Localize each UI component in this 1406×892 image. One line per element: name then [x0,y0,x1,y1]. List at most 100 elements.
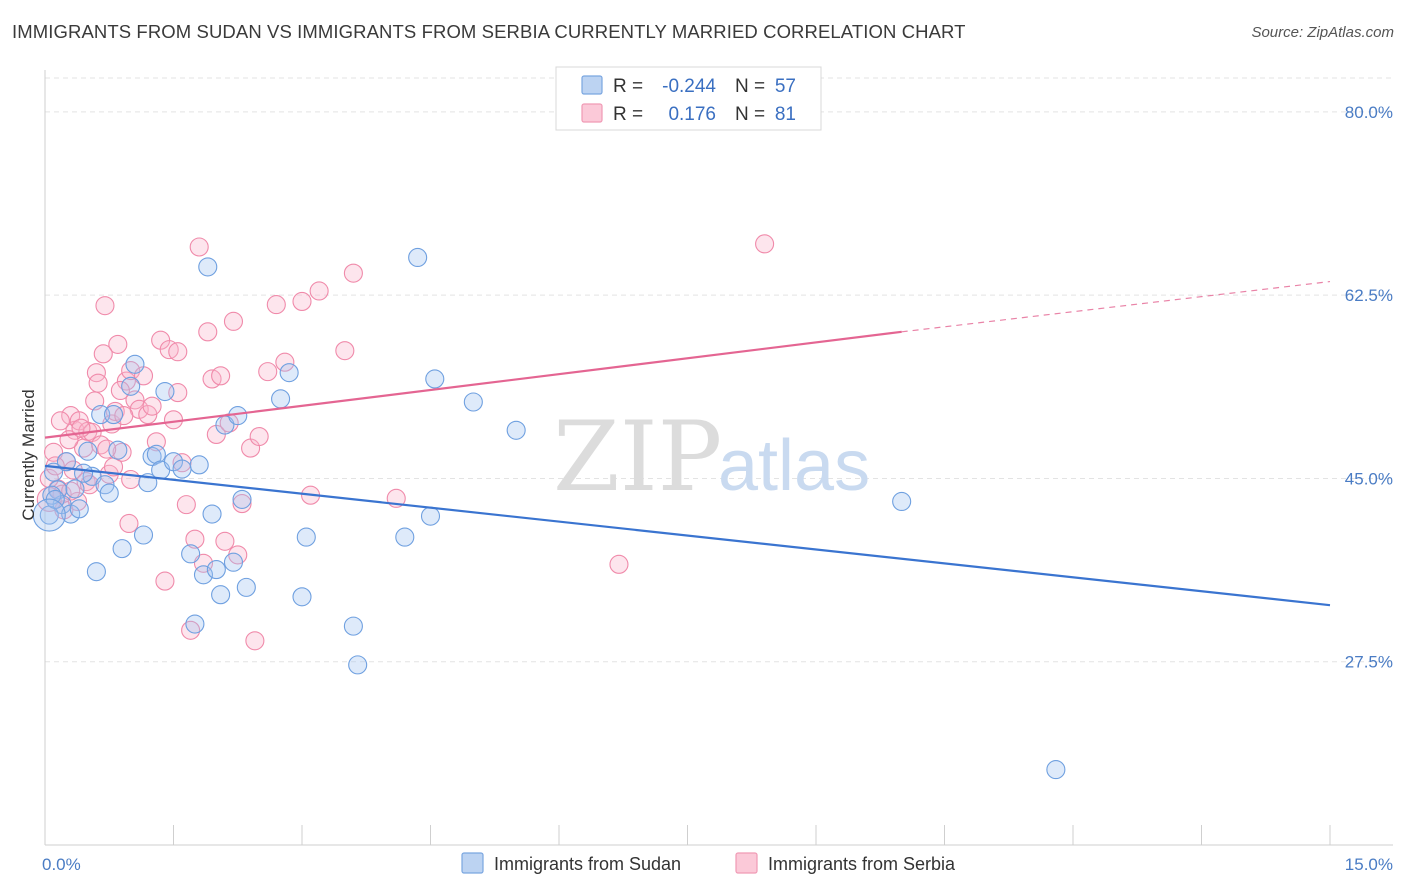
legend-swatch-serbia [581,103,603,123]
bottom-legend-swatch-sudan [461,852,484,874]
serbia-point [609,554,629,574]
legend-r-value-1: -0.244 [662,76,716,97]
serbia-point [292,291,312,312]
sudan-point [155,381,175,402]
serbia-point [189,237,209,257]
serbia-point [245,631,265,651]
serbia-point [223,311,244,331]
sudan-point [56,452,76,472]
serbia-point [309,281,329,301]
serbia-point [232,494,252,514]
sudan-point [112,539,132,559]
sudan-point [86,562,106,582]
sudan-point [198,257,218,277]
sudan-point [146,444,166,464]
sudan-point [232,489,252,509]
sudan-point [506,420,526,440]
sudan-point [408,247,428,268]
legend-r-label-1: R = [613,76,643,97]
x-tick-left: 0.0% [42,855,81,874]
serbia-point [88,373,108,393]
x-tick-right: 15.0% [1345,855,1393,874]
axes [44,70,1393,846]
serbia-point [755,234,775,254]
serbia-point [95,296,115,316]
serbia-point [258,362,278,382]
sudan-point [1046,760,1066,780]
sudan-point [181,544,201,564]
trend-lines [44,280,1331,607]
legend-n-label-1: N = [735,76,765,97]
serbia-point [168,342,188,362]
sudan-point [236,577,256,597]
legend-n-label-2: N = [735,104,765,125]
bottom-legend-swatch-serbia [735,852,758,874]
serbia-point [108,334,128,354]
sudan-point [125,354,145,374]
y-tick-label: 45.0% [1345,469,1393,488]
sudan-point [202,504,222,524]
serbia-point [119,513,139,534]
serbia-point [266,295,286,315]
serbia-point [142,396,162,416]
sudan-point-cluster [32,498,66,532]
serbia-point [343,263,363,283]
serbia-trend-line [44,330,902,439]
legend-swatch-sudan [581,75,603,95]
sudan-point [65,479,85,499]
watermark-atlas: atlas [718,426,870,506]
y-tick-label: 27.5% [1345,653,1393,672]
serbia-trend-line-extension [901,280,1331,333]
bottom-legend-label-sudan: Immigrants from Sudan [494,854,681,874]
sudan-point [395,527,415,547]
serbia-point [335,341,355,361]
sudan-point [193,565,214,585]
y-tick-label: 80.0% [1345,103,1393,122]
serbia-point [93,344,113,364]
sudan-point [892,491,912,512]
watermark-zip: ZIP [553,401,722,513]
watermark: ZIP atlas [553,401,870,513]
serbia-point [110,380,130,401]
sudan-point [425,369,445,389]
legend-r-value-2: 0.176 [668,104,716,125]
legend-n-value-2: 81 [775,104,796,125]
sudan-point [103,405,124,425]
serbia-point [155,571,175,591]
legend-r-label-2: R = [613,104,643,125]
serbia-point [121,469,141,490]
series-sudan-points [32,247,1066,780]
sudan-point [271,389,291,409]
sudan-point [133,525,154,545]
serbia-point [163,410,184,430]
sudan-point [343,616,363,636]
sudan-point [189,455,209,475]
gridlines [45,77,1393,663]
sudan-point [74,463,94,483]
serbia-point [185,529,205,549]
sudan-point [211,585,231,605]
serbia-point [50,411,70,431]
sudan-point [206,560,226,580]
sudan-point [121,376,141,396]
sudan-point [279,363,299,383]
serbia-point [211,366,231,386]
sudan-point [99,483,119,503]
bottom-legend-label-serbia: Immigrants from Serbia [768,854,956,874]
serbia-point [198,322,218,342]
serbia-point [275,352,295,372]
y-tick-labels: 27.5% 45.0% 62.5% 80.0% [1345,103,1393,672]
sudan-point [348,655,368,675]
sudan-point [108,440,128,460]
legend-n-value-1: 57 [775,76,796,97]
sudan-point [463,392,483,412]
y-axis-label: Currently Married [19,389,38,520]
serbia-point [249,427,269,447]
serbia-point [68,491,88,512]
sudan-point [296,527,316,547]
sudan-point [223,552,244,572]
chart-title: IMMIGRANTS FROM SUDAN VS IMMIGRANTS FROM… [12,21,966,42]
serbia-point [215,531,235,551]
sudan-point [420,506,441,526]
